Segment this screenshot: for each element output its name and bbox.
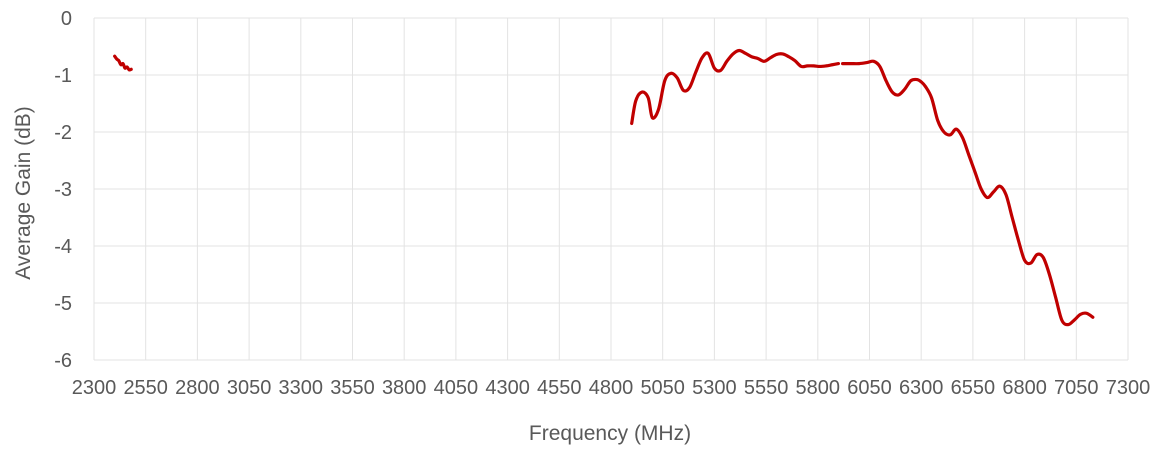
series-group	[113, 48, 1095, 327]
x-tick-label: 6550	[951, 377, 996, 399]
gridlines	[93, 17, 1129, 361]
y-axis-title: Average Gain (dB)	[12, 106, 35, 280]
x-tick-label: 4550	[537, 377, 582, 399]
y-tick-label: -2	[54, 122, 72, 144]
y-tick-label: -5	[54, 293, 72, 315]
series-line-segment-3	[841, 59, 1095, 327]
x-tick-label: 3800	[382, 377, 427, 399]
x-tick-label: 7050	[1054, 377, 1099, 399]
x-tick-label: 3050	[227, 377, 272, 399]
y-tick-label: -1	[54, 65, 72, 87]
x-tick-label: 3550	[330, 377, 375, 399]
series-line-segment-1	[113, 54, 133, 72]
x-tick-label: 6050	[847, 377, 892, 399]
x-axis-ticks: 2300 2550 2800 3050 3300 3550 3800 4050 4300 4550…	[72, 377, 1151, 399]
y-axis-ticks: 0 -1 -2 -3 -4 -5 -6	[54, 8, 72, 372]
y-tick-label: -3	[54, 179, 72, 201]
series-line-segment-2	[630, 48, 841, 126]
x-tick-label: 6300	[899, 377, 944, 399]
x-axis-title: Frequency (MHz)	[529, 422, 691, 445]
x-tick-label: 3300	[279, 377, 324, 399]
x-tick-label: 7300	[1106, 377, 1151, 399]
x-tick-label: 2800	[175, 377, 220, 399]
x-tick-label: 4300	[485, 377, 530, 399]
x-tick-label: 2550	[123, 377, 168, 399]
y-tick-label: 0	[61, 8, 72, 30]
x-tick-label: 4050	[434, 377, 479, 399]
x-tick-label: 6800	[1002, 377, 1047, 399]
x-tick-label: 4800	[589, 377, 634, 399]
y-tick-label: -4	[54, 236, 72, 258]
x-tick-label: 5800	[796, 377, 841, 399]
y-tick-label: -6	[54, 350, 72, 372]
x-tick-label: 5050	[640, 377, 685, 399]
x-tick-label: 2300	[72, 377, 117, 399]
x-tick-label: 5550	[744, 377, 789, 399]
x-tick-label: 5300	[692, 377, 737, 399]
